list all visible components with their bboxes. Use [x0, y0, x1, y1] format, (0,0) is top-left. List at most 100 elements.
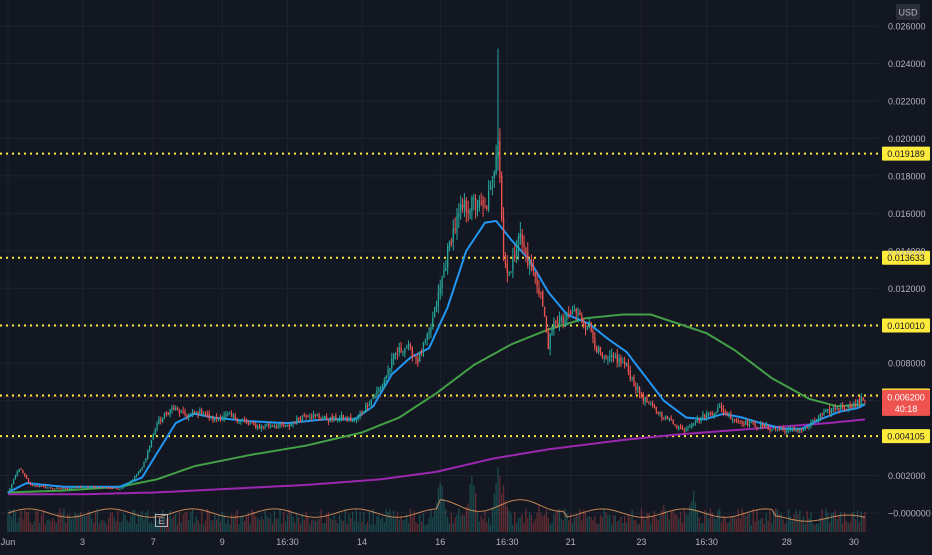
candles[interactable] [7, 48, 866, 494]
candle[interactable] [353, 417, 356, 423]
candle[interactable] [668, 417, 671, 422]
candle[interactable] [605, 354, 607, 360]
candle[interactable] [569, 309, 572, 316]
candle[interactable] [113, 487, 115, 489]
candle[interactable] [411, 346, 413, 362]
candle[interactable] [46, 486, 48, 489]
candle[interactable] [704, 413, 706, 420]
candle[interactable] [329, 416, 331, 423]
candle[interactable] [63, 487, 65, 490]
candle[interactable] [456, 208, 458, 240]
candle[interactable] [158, 415, 160, 425]
candle[interactable] [523, 235, 525, 254]
price-axis[interactable]: 0.0191890.0136330.0100100.0062730.004105… [882, 22, 931, 519]
candle[interactable] [486, 204, 488, 212]
candle[interactable] [845, 408, 848, 411]
candle[interactable] [540, 291, 542, 300]
candle[interactable] [303, 412, 305, 418]
candle[interactable] [333, 415, 335, 423]
candle[interactable] [150, 439, 153, 448]
candle[interactable] [281, 422, 283, 428]
candle[interactable] [16, 470, 18, 477]
candle[interactable] [827, 408, 829, 414]
candle[interactable] [428, 327, 430, 340]
candle[interactable] [536, 270, 538, 294]
candle[interactable] [238, 419, 240, 425]
candle[interactable] [828, 404, 831, 417]
candle[interactable] [571, 305, 574, 315]
candle[interactable] [106, 486, 108, 489]
candle[interactable] [583, 317, 585, 329]
candle[interactable] [560, 314, 562, 325]
candle[interactable] [666, 415, 669, 420]
candle[interactable] [657, 411, 659, 416]
candle[interactable] [33, 485, 35, 487]
candle[interactable] [672, 419, 674, 425]
candle[interactable] [39, 485, 41, 488]
candle[interactable] [534, 271, 536, 284]
candle[interactable] [217, 416, 220, 422]
candle[interactable] [471, 195, 473, 221]
candle[interactable] [510, 271, 512, 274]
candle[interactable] [424, 338, 426, 345]
candle[interactable] [102, 486, 104, 489]
candle[interactable] [74, 485, 76, 489]
candle[interactable] [379, 386, 382, 393]
candle[interactable] [752, 420, 754, 426]
candle[interactable] [735, 418, 738, 424]
candle[interactable] [296, 415, 298, 425]
candle[interactable] [322, 415, 324, 421]
candle[interactable] [152, 433, 154, 440]
candle[interactable] [27, 478, 30, 483]
candle[interactable] [191, 409, 194, 418]
candle[interactable] [225, 410, 227, 420]
candle[interactable] [551, 326, 553, 336]
candle[interactable] [447, 243, 449, 275]
candle[interactable] [812, 419, 814, 426]
candle[interactable] [514, 245, 516, 262]
candle[interactable] [763, 424, 766, 429]
candle[interactable] [398, 342, 400, 357]
candle[interactable] [795, 428, 797, 432]
candle[interactable] [368, 400, 371, 407]
candle[interactable] [430, 323, 432, 339]
candle[interactable] [746, 418, 749, 428]
candle[interactable] [392, 353, 395, 366]
candle[interactable] [519, 221, 521, 246]
candle[interactable] [715, 411, 717, 416]
candle[interactable] [745, 418, 747, 426]
candle[interactable] [156, 421, 158, 432]
candle[interactable] [335, 412, 337, 421]
candle[interactable] [290, 422, 292, 427]
candle[interactable] [739, 420, 741, 424]
candle[interactable] [435, 300, 438, 312]
candle[interactable] [383, 377, 385, 389]
candle[interactable] [579, 309, 581, 316]
candle[interactable] [245, 418, 248, 425]
candle[interactable] [515, 239, 518, 264]
candle[interactable] [610, 348, 613, 363]
candle[interactable] [40, 485, 43, 488]
candle[interactable] [463, 193, 466, 217]
candle[interactable] [188, 413, 190, 421]
candle[interactable] [107, 487, 110, 489]
candle[interactable] [342, 414, 344, 421]
candle[interactable] [823, 408, 825, 416]
candle[interactable] [573, 304, 576, 312]
candle[interactable] [91, 485, 93, 488]
candle[interactable] [644, 397, 646, 406]
candle[interactable] [599, 346, 602, 356]
candle[interactable] [635, 381, 637, 395]
candle[interactable] [616, 348, 618, 368]
candle[interactable] [111, 487, 113, 490]
candle[interactable] [609, 350, 611, 363]
candle[interactable] [642, 391, 644, 405]
candle[interactable] [501, 171, 503, 223]
candle[interactable] [11, 483, 13, 490]
candle[interactable] [337, 417, 339, 423]
candle[interactable] [186, 414, 188, 420]
candle[interactable] [154, 427, 156, 436]
candle[interactable] [452, 219, 454, 251]
candle[interactable] [607, 355, 609, 365]
candle[interactable] [709, 411, 712, 417]
